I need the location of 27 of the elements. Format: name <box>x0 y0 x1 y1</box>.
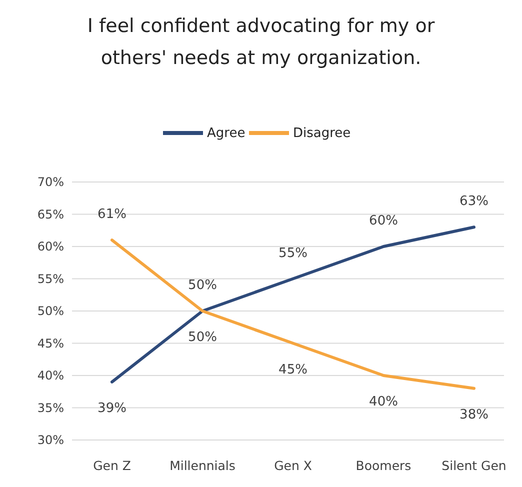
x-tick-label: Boomers <box>356 458 412 473</box>
chart-title: I feel confident advocating for my or others' needs at my organization. <box>87 15 435 69</box>
y-tick-label: 70% <box>37 175 64 189</box>
data-label: 61% <box>98 207 126 222</box>
legend-label: Agree <box>207 126 246 141</box>
y-tick-label: 65% <box>37 207 64 222</box>
data-label: 50% <box>188 330 217 345</box>
y-tick-label: 45% <box>37 336 64 350</box>
data-label: 38% <box>460 407 488 422</box>
legend-label: Disagree <box>293 126 351 141</box>
x-tick-label: Millennials <box>170 458 236 473</box>
y-tick-label: 60% <box>37 240 64 254</box>
data-label: 39% <box>98 400 126 416</box>
x-tick-label: Gen X <box>274 458 312 473</box>
data-label: 40% <box>369 394 398 410</box>
y-tick-label: 55% <box>37 272 64 286</box>
data-label: 55% <box>278 246 308 261</box>
data-label: 45% <box>278 362 308 378</box>
y-tick-label: 40% <box>37 368 64 382</box>
data-label: 63% <box>460 194 488 210</box>
x-tick-label: Silent Gen <box>442 458 506 473</box>
data-label: 50% <box>188 278 217 293</box>
x-tick-label: Gen Z <box>93 458 131 473</box>
y-tick-label: 35% <box>37 400 64 415</box>
y-tick-label: 30% <box>37 433 64 447</box>
data-label: 60% <box>369 214 398 228</box>
y-tick-label: 50% <box>37 304 64 318</box>
